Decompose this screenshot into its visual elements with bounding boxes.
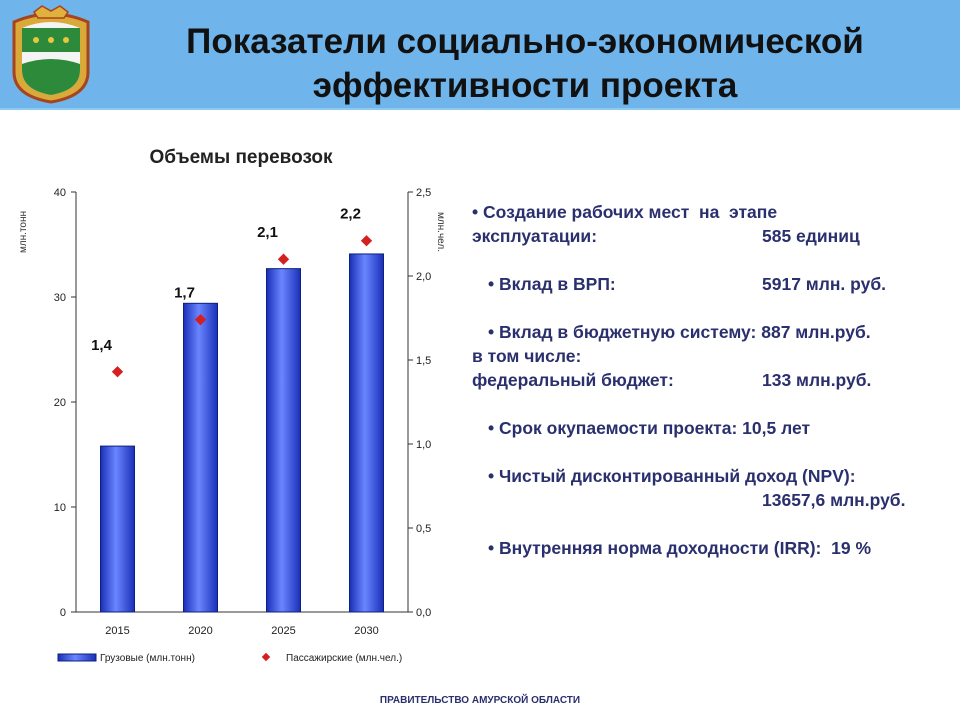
legend-passenger-swatch bbox=[261, 652, 271, 662]
freight-bar bbox=[266, 268, 301, 613]
page-title: Показатели социально-экономической эффек… bbox=[110, 20, 940, 108]
indicator-row: • Вклад в ВРП: 5917 млн. руб. bbox=[472, 272, 952, 296]
indicator-value: 585 единиц bbox=[762, 226, 860, 246]
header-bar bbox=[0, 0, 960, 108]
list-spacer bbox=[472, 440, 952, 464]
right-tick-label: 1,0 bbox=[416, 439, 431, 451]
header-divider bbox=[0, 108, 960, 110]
freight-passenger-chart: Объемы перевозок 0102030400,00,51,01,52,… bbox=[18, 147, 446, 664]
indicator-text: эксплуатации: bbox=[472, 226, 598, 246]
right-tick-label: 0,5 bbox=[416, 523, 431, 535]
indicator-row: в том числе: bbox=[472, 344, 952, 368]
passenger-data-label: 1,7 bbox=[174, 285, 195, 302]
legend-freight-swatch bbox=[57, 653, 97, 662]
indicator-text: • Срок окупаемости проекта: 10,5 лет bbox=[488, 418, 811, 438]
passenger-point bbox=[277, 253, 290, 265]
coat-of-arms-icon bbox=[12, 5, 90, 104]
left-tick-label: 20 bbox=[54, 397, 66, 409]
indicator-text: • Чистый дисконтированный доход (NPV): bbox=[488, 466, 856, 486]
left-axis-title: млн.тонн bbox=[18, 211, 29, 253]
left-tick-label: 0 bbox=[60, 607, 66, 619]
right-tick-label: 0,0 bbox=[416, 607, 431, 619]
chart-title: Объемы перевозок bbox=[149, 147, 333, 168]
list-spacer bbox=[472, 512, 952, 536]
indicator-text: • Внутренняя норма доходности (IRR): 19 … bbox=[488, 538, 872, 558]
indicator-text: федеральный бюджет: bbox=[472, 370, 674, 390]
passenger-point bbox=[111, 366, 124, 378]
freight-bar bbox=[183, 302, 218, 613]
left-tick-label: 40 bbox=[54, 187, 66, 199]
legend-freight-label: Грузовые (млн.тонн) bbox=[100, 653, 195, 664]
legend-passenger-label: Пассажирские (млн.чел.) bbox=[286, 653, 402, 664]
indicator-text: • Вклад в ВРП: bbox=[488, 274, 616, 294]
indicator-row: 13657,6 млн.руб. bbox=[472, 488, 952, 512]
project-indicators-list: • Создание рабочих мест на этапе эксплуат… bbox=[472, 200, 952, 560]
indicator-text: • Создание рабочих мест на этапе bbox=[472, 202, 778, 222]
left-tick-label: 30 bbox=[54, 292, 66, 304]
indicator-text: в том числе: bbox=[472, 346, 582, 366]
freight-bar bbox=[349, 253, 384, 613]
passenger-data-label: 2,2 bbox=[340, 206, 361, 223]
indicator-row: федеральный бюджет: 133 млн.руб. bbox=[472, 368, 952, 392]
indicator-row: эксплуатации: 585 единиц bbox=[472, 224, 952, 248]
passenger-data-label: 1,4 bbox=[91, 337, 113, 354]
indicator-row: • Внутренняя норма доходности (IRR): 19 … bbox=[472, 536, 952, 560]
passenger-data-label: 2,1 bbox=[257, 224, 278, 241]
indicator-row: • Вклад в бюджетную систему: 887 млн.руб… bbox=[472, 320, 952, 344]
right-tick-label: 2,5 bbox=[416, 187, 431, 199]
indicator-value: 5917 млн. руб. bbox=[762, 274, 887, 294]
x-tick-label: 2025 bbox=[271, 625, 295, 637]
right-tick-label: 1,5 bbox=[416, 355, 431, 367]
title-line-1: Показатели социально-экономической bbox=[186, 22, 864, 61]
x-tick-label: 2020 bbox=[188, 625, 212, 637]
indicator-row: • Чистый дисконтированный доход (NPV): bbox=[472, 464, 952, 488]
list-spacer bbox=[472, 296, 952, 320]
passenger-point bbox=[194, 314, 207, 326]
right-tick-label: 2,0 bbox=[416, 271, 431, 283]
title-line-2: эффективности проекта bbox=[312, 66, 738, 105]
indicator-text bbox=[472, 490, 477, 510]
indicator-value: 13657,6 млн.руб. bbox=[762, 490, 906, 510]
indicator-row: • Создание рабочих мест на этапе bbox=[472, 200, 952, 224]
passenger-point bbox=[360, 235, 373, 247]
list-spacer bbox=[472, 392, 952, 416]
indicator-row: • Срок окупаемости проекта: 10,5 лет bbox=[472, 416, 952, 440]
indicator-value: 133 млн.руб. bbox=[762, 370, 872, 390]
x-tick-label: 2030 bbox=[354, 625, 378, 637]
x-tick-label: 2015 bbox=[105, 625, 129, 637]
footer-caption: ПРАВИТЕЛЬСТВО АМУРСКОЙ ОБЛАСТИ bbox=[379, 695, 581, 706]
left-tick-label: 10 bbox=[54, 502, 66, 514]
right-axis-title: млн.чел. bbox=[435, 212, 446, 252]
indicator-text: • Вклад в бюджетную систему: 887 млн.руб… bbox=[488, 322, 871, 342]
freight-bar bbox=[100, 445, 135, 613]
list-spacer bbox=[472, 248, 952, 272]
